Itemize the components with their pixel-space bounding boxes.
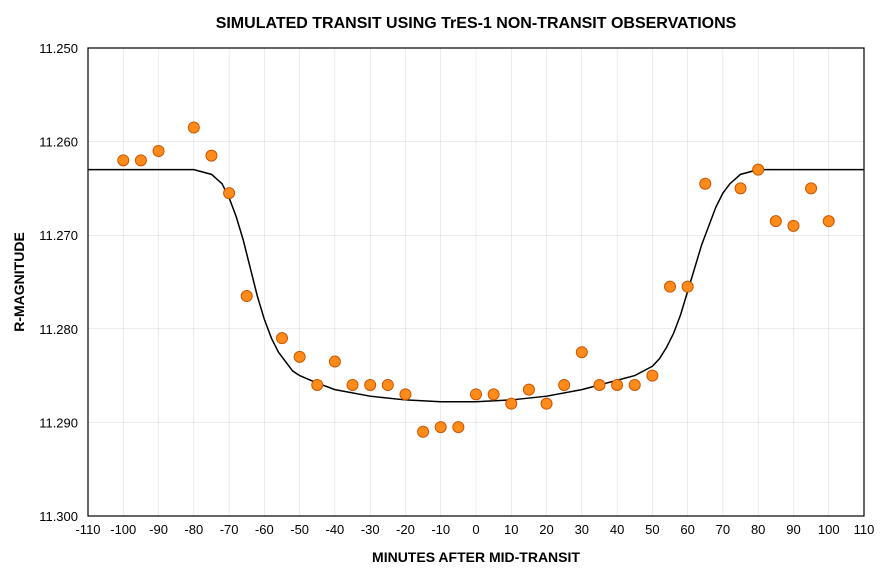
x-tick-label: -100 <box>110 522 136 537</box>
data-point <box>453 422 464 433</box>
y-tick-label: 11.290 <box>39 415 78 430</box>
x-axis-label: MINUTES AFTER MID-TRANSIT <box>372 549 580 565</box>
x-tick-label: -20 <box>396 522 415 537</box>
data-point <box>418 426 429 437</box>
data-point <box>488 389 499 400</box>
chart-container: { "chart": { "type": "scatter", "title":… <box>0 0 892 580</box>
data-point <box>382 379 393 390</box>
x-tick-label: -70 <box>220 522 239 537</box>
data-point <box>347 379 358 390</box>
data-point <box>823 216 834 227</box>
x-tick-label: 70 <box>716 522 730 537</box>
data-point <box>506 398 517 409</box>
x-tick-label: -60 <box>255 522 274 537</box>
data-point <box>594 379 605 390</box>
x-tick-label: 60 <box>680 522 694 537</box>
data-point <box>400 389 411 400</box>
x-tick-label: 90 <box>786 522 800 537</box>
data-point <box>735 183 746 194</box>
chart-title: SIMULATED TRANSIT USING TrES-1 NON-TRANS… <box>216 15 737 32</box>
data-point <box>541 398 552 409</box>
data-point <box>523 384 534 395</box>
data-point <box>153 145 164 156</box>
y-tick-label: 11.280 <box>39 322 78 337</box>
x-tick-label: 100 <box>818 522 840 537</box>
x-tick-label: 20 <box>539 522 553 537</box>
data-point <box>612 379 623 390</box>
x-tick-label: -10 <box>431 522 450 537</box>
data-point <box>135 155 146 166</box>
x-tick-label: 10 <box>504 522 518 537</box>
x-tick-label: -90 <box>149 522 168 537</box>
data-point <box>277 333 288 344</box>
x-tick-label: 40 <box>610 522 624 537</box>
x-tick-label: -80 <box>184 522 203 537</box>
data-point <box>329 356 340 367</box>
data-point <box>576 347 587 358</box>
x-tick-label: 50 <box>645 522 659 537</box>
data-point <box>224 188 235 199</box>
x-tick-label: -30 <box>361 522 380 537</box>
y-tick-label: 11.260 <box>39 135 78 150</box>
x-tick-label: 110 <box>854 522 875 537</box>
data-point <box>647 370 658 381</box>
chart-svg: -110-100-90-80-70-60-50-40-30-20-1001020… <box>0 0 892 580</box>
x-tick-label: 30 <box>575 522 589 537</box>
data-point <box>665 281 676 292</box>
data-point <box>206 150 217 161</box>
data-point <box>753 164 764 175</box>
x-tick-label: 0 <box>472 522 479 537</box>
data-point <box>770 216 781 227</box>
data-point <box>629 379 640 390</box>
data-point <box>294 351 305 362</box>
y-tick-label: 11.270 <box>39 228 78 243</box>
data-point <box>241 291 252 302</box>
data-point <box>788 220 799 231</box>
x-tick-label: -50 <box>290 522 309 537</box>
data-point <box>559 379 570 390</box>
data-point <box>682 281 693 292</box>
data-point <box>188 122 199 133</box>
x-tick-label: 80 <box>751 522 765 537</box>
y-axis-label: R-MAGNITUDE <box>11 232 27 332</box>
x-tick-label: -110 <box>75 522 100 537</box>
data-point <box>365 379 376 390</box>
y-tick-label: 11.250 <box>39 41 78 56</box>
data-point <box>700 178 711 189</box>
y-tick-label: 11.300 <box>39 509 78 524</box>
data-point <box>118 155 129 166</box>
data-point <box>471 389 482 400</box>
data-point <box>806 183 817 194</box>
data-point <box>435 422 446 433</box>
x-tick-label: -40 <box>326 522 345 537</box>
data-point <box>312 379 323 390</box>
